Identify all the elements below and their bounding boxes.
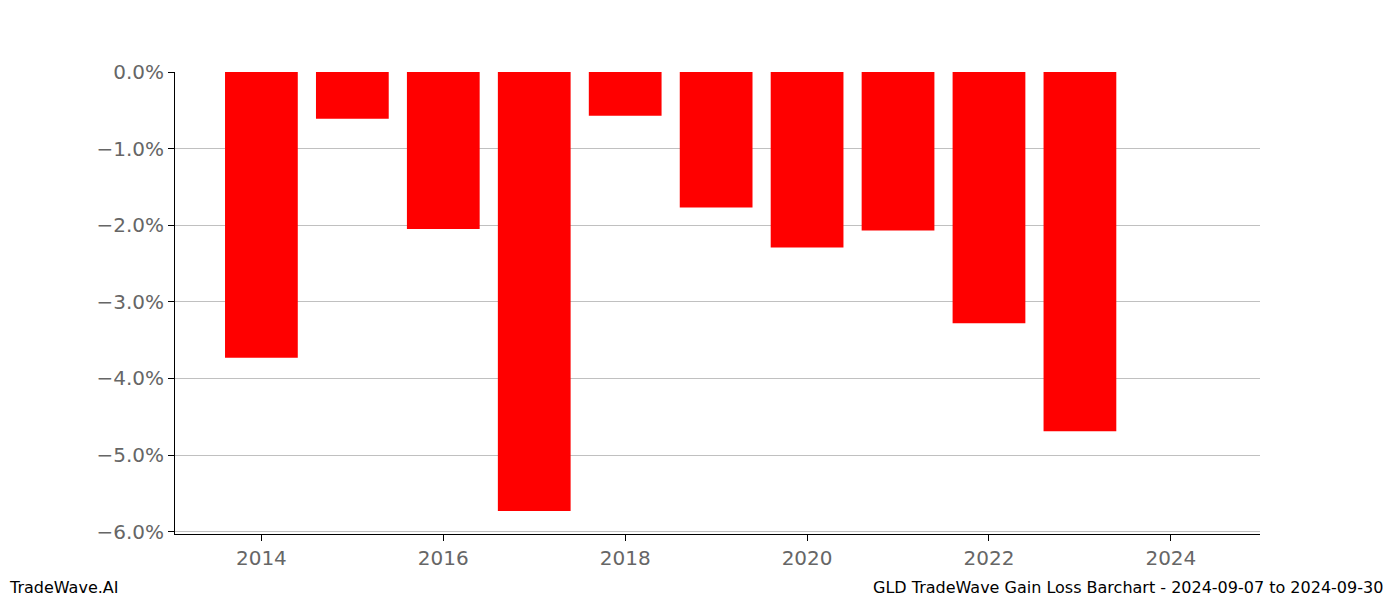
svg-text:−6.0%: −6.0% xyxy=(96,520,164,544)
svg-text:2022: 2022 xyxy=(964,546,1015,570)
svg-text:0.0%: 0.0% xyxy=(113,60,164,84)
svg-text:2018: 2018 xyxy=(600,546,651,570)
svg-text:−4.0%: −4.0% xyxy=(96,366,164,390)
svg-text:2020: 2020 xyxy=(782,546,833,570)
svg-text:2014: 2014 xyxy=(236,546,287,570)
svg-text:2016: 2016 xyxy=(418,546,469,570)
svg-text:−3.0%: −3.0% xyxy=(96,290,164,314)
svg-text:2024: 2024 xyxy=(1145,546,1196,570)
svg-text:−1.0%: −1.0% xyxy=(96,137,164,161)
svg-text:−5.0%: −5.0% xyxy=(96,443,164,467)
svg-text:TradeWave.AI: TradeWave.AI xyxy=(9,578,118,597)
svg-text:GLD TradeWave Gain Loss Barcha: GLD TradeWave Gain Loss Barchart - 2024-… xyxy=(873,578,1383,597)
svg-text:−2.0%: −2.0% xyxy=(96,213,164,237)
